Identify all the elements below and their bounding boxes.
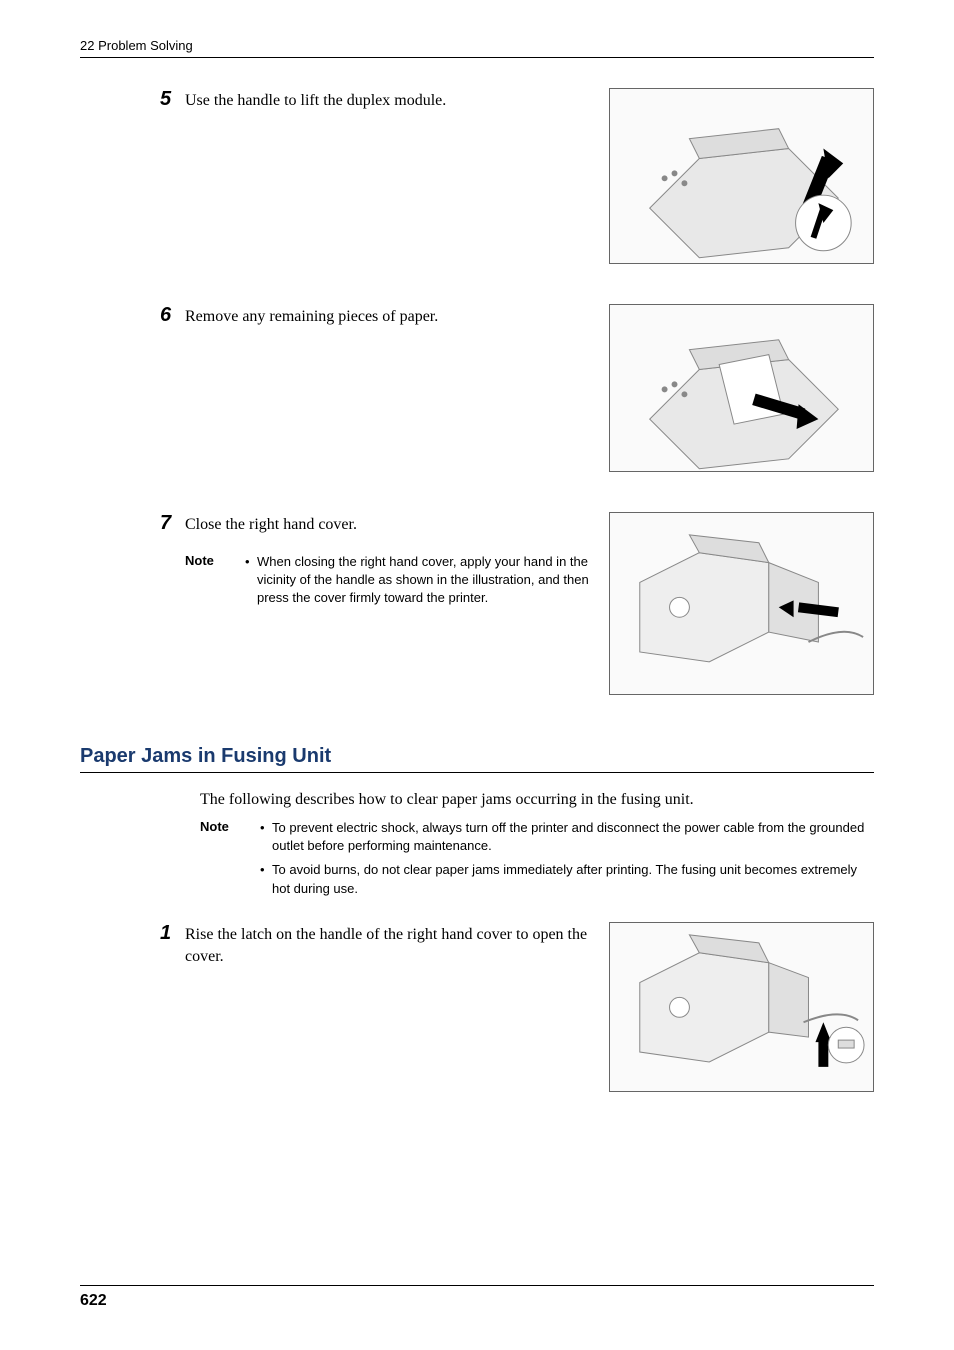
duplex-lift-illustration [609,88,874,264]
step-text: Remove any remaining pieces of paper. [185,304,589,328]
step-note: Note • When closing the right hand cover… [185,553,589,614]
section-note: Note • To prevent electric shock, always… [200,819,874,904]
page-footer: 622 [80,1285,874,1310]
section-heading: Paper Jams in Fusing Unit [80,745,874,773]
chapter-title: Problem Solving [98,38,193,53]
note-bullet: • To prevent electric shock, always turn… [260,819,874,855]
section-intro: The following describes how to clear pap… [200,791,874,809]
note-label: Note [185,553,245,614]
note-text: When closing the right hand cover, apply… [257,553,589,608]
close-cover-illustration [609,512,874,695]
open-latch-illustration [609,922,874,1093]
step-6: 6 Remove any remaining pieces of paper. [80,304,874,473]
note-text: To prevent electric shock, always turn o… [272,819,874,855]
note-bullet: • When closing the right hand cover, app… [245,553,589,608]
step-number: 6 [160,304,185,327]
step-number: 1 [160,922,185,945]
chapter-num: 22 [80,38,94,53]
page-header: 22 Problem Solving [80,38,874,58]
page-number: 622 [80,1292,107,1309]
section-step-1: 1 Rise the latch on the handle of the ri… [80,922,874,1093]
note-text: To avoid burns, do not clear paper jams … [272,861,874,897]
step-number: 7 [160,512,185,535]
step-number: 5 [160,88,185,111]
step-7: 7 Close the right hand cover. Note • Whe… [80,512,874,695]
step-text: Rise the latch on the handle of the righ… [185,922,589,969]
note-bullet: • To avoid burns, do not clear paper jam… [260,861,874,897]
step-text: Use the handle to lift the duplex module… [185,88,589,112]
step-text: Close the right hand cover. [185,512,589,536]
remove-paper-illustration [609,304,874,473]
step-5: 5 Use the handle to lift the duplex modu… [80,88,874,264]
note-label: Note [200,819,260,904]
